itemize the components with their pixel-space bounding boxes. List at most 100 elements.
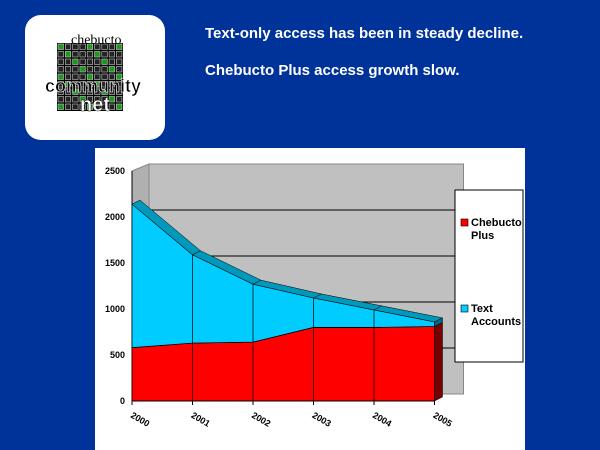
logo-grid-cell (86, 51, 94, 58)
logo-grid-cell (57, 81, 64, 88)
logo-grid-cell (57, 43, 64, 50)
logo-grid-cell (64, 58, 72, 65)
logo-grid-cell (79, 43, 86, 50)
logo-grid-cell (116, 103, 123, 110)
legend-label: Plus (471, 230, 494, 242)
logo-grid-cell (108, 43, 115, 50)
logo-grid-cell (86, 58, 94, 65)
logo-grid-cell (64, 73, 72, 80)
logo-text-community: community (45, 76, 141, 96)
logo-grid-cell (57, 103, 64, 110)
logo-grid-cell (86, 96, 94, 103)
logo-grid-cell (101, 103, 108, 110)
logo-grid-cell (64, 43, 72, 50)
logo-grid-cell (86, 66, 94, 73)
logo-grid-cell (64, 81, 72, 88)
y-tick-label: 1000 (105, 304, 125, 314)
logo-grid-cell (64, 88, 72, 95)
logo-grid-cell (108, 103, 115, 110)
logo-grid-cell (94, 88, 101, 95)
logo-grid-cell (108, 58, 115, 65)
logo-grid-cell (72, 96, 79, 103)
stacked-area-chart: 0 500 1000 1500 2000 2500 2000 2001 2002 2003 2004… (105, 163, 524, 429)
logo-grid-cell (64, 103, 72, 110)
logo-grid-cell (108, 51, 115, 58)
logo-grid-cell (94, 81, 101, 88)
legend-label: Text (471, 303, 493, 315)
logo-grid-cell (72, 66, 79, 73)
y-tick-label: 2500 (105, 166, 125, 176)
x-tick-label: 2005 (432, 410, 454, 429)
logo-text-net: net (80, 94, 110, 116)
x-tick-label: 2004 (371, 410, 393, 429)
x-tick-label: 2003 (311, 410, 333, 429)
area-end-face (434, 322, 443, 402)
logo-grid-cell (86, 88, 94, 95)
logo-grid-cell (94, 66, 101, 73)
logo-grid-cell (94, 96, 101, 103)
logo-grid-cell (101, 66, 108, 73)
y-tick-label: 500 (110, 350, 125, 360)
logo-grid-cell (64, 51, 72, 58)
logo-grid-cell (108, 81, 115, 88)
logo-grid-cell (116, 96, 123, 103)
logo-grid-cell (116, 81, 123, 88)
y-tick-label: 0 (120, 396, 125, 406)
logo-grid-cell (101, 88, 108, 95)
logo-grid-cell (57, 73, 64, 80)
logo-grid-cell (72, 88, 79, 95)
headline-text-decline: Text-only access has been in steady decl… (205, 25, 524, 42)
logo-grid-cell (72, 73, 79, 80)
logo-grid-cell (116, 51, 123, 58)
logo-grid-cell (94, 103, 101, 110)
logo-text-chebucto: chebucto (71, 33, 122, 48)
logo-grid-cell (64, 66, 72, 73)
legend-label: Accounts (471, 316, 521, 328)
logo-grid-cell (101, 73, 108, 80)
logo-grid-cell (86, 81, 94, 88)
area-end-face (434, 317, 443, 327)
logo-grid-cell (57, 51, 64, 58)
logo-grid-cell (79, 73, 86, 80)
logo-grid-cell (94, 73, 101, 80)
logo-grid-cell (72, 103, 79, 110)
logo-grid-cell (101, 43, 108, 50)
legend-label: Chebucto (471, 217, 522, 229)
legend-swatch (460, 218, 469, 227)
logo-grid-cell (86, 103, 94, 110)
logo-grid-cell (79, 58, 86, 65)
logo-grid-cell (116, 43, 123, 50)
headline-plus-growth: Chebucto Plus access growth slow. (205, 62, 460, 79)
logo-grid-cell (72, 81, 79, 88)
logo-grid-cell (116, 58, 123, 65)
logo-grid-cell (79, 103, 86, 110)
logo-grid-cell (116, 88, 123, 95)
logo-grid-cell (101, 96, 108, 103)
logo-grid-cell (116, 66, 123, 73)
y-tick-label: 2000 (105, 212, 125, 222)
logo-grid-cell (79, 96, 86, 103)
logo-grid-cell (86, 43, 94, 50)
x-tick-label: 2002 (250, 410, 272, 429)
logo-grid-cell (108, 73, 115, 80)
logo-grid-cell (72, 51, 79, 58)
logo-grid-cell (57, 96, 64, 103)
x-tick-label: 2001 (190, 410, 212, 429)
logo-grid-cell (108, 66, 115, 73)
logo-grid-cell (94, 43, 101, 50)
x-tick-label: 2000 (129, 410, 151, 429)
logo-grid-cell (79, 51, 86, 58)
logo-grid-cell (101, 81, 108, 88)
legend-swatch (460, 304, 469, 313)
logo-grid-cell (101, 51, 108, 58)
logo-grid-cell (79, 81, 86, 88)
logo-grid-cell (116, 73, 123, 80)
logo-grid-cell (57, 66, 64, 73)
logo-grid-cell (79, 88, 86, 95)
logo-grid-cell (94, 58, 101, 65)
logo-grid-cell (72, 58, 79, 65)
logo-grid-cell (79, 66, 86, 73)
logo-grid-cell (101, 58, 108, 65)
chebucto-community-net-logo: chebucto community net (25, 15, 165, 140)
